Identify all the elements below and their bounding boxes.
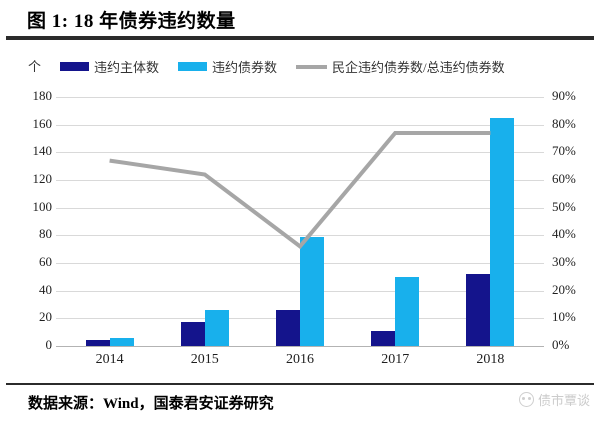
- bar-违约主体数-2017: [371, 330, 396, 346]
- legend: 违约主体数 违约债券数 民企违约债券数/总违约债券数: [60, 57, 505, 76]
- legend-label: 违约债券数: [212, 60, 278, 75]
- y-axis-tick-left: 0: [45, 337, 53, 352]
- y-axis-tick-right: 10%: [552, 309, 576, 325]
- bar-违约债券数-2016: [300, 236, 324, 346]
- bar-违约主体数-2018: [466, 274, 491, 346]
- y-axis-tick-right: 30%: [552, 254, 576, 269]
- x-axis-tick-2016: 2016: [286, 352, 314, 367]
- plot-area: [56, 97, 544, 347]
- bar-违约债券数-2017: [395, 276, 420, 346]
- line-民企违约债券数/总违约债券数: [109, 131, 491, 250]
- y-axis-tick-left: 100: [32, 198, 53, 214]
- gridline: [56, 97, 544, 98]
- title-underline: [6, 36, 594, 40]
- bar-违约债券数-2015: [204, 310, 229, 346]
- footer-rule: [6, 383, 594, 385]
- y-axis-tick-left: 80: [39, 226, 52, 242]
- y-axis-tick-right: 50%: [552, 198, 576, 214]
- legend-item: 违约主体数: [60, 57, 159, 76]
- y-axis-tick-right: 90%: [552, 88, 576, 103]
- y-axis-tick-right: 0%: [552, 337, 570, 352]
- bar-违约债券数-2014: [109, 337, 134, 346]
- legend-line-swatch: [296, 64, 328, 69]
- data-source-text: 数据来源：Wind，国泰君安证券研究: [28, 396, 274, 412]
- x-axis-tick-2017: 2017: [381, 352, 410, 367]
- y-axis-tick-right: 40%: [552, 226, 576, 242]
- y-axis-tick-left: 140: [32, 143, 53, 159]
- y-axis-tick-left: 60: [39, 254, 52, 269]
- y-axis-tick-left: 20: [39, 309, 52, 325]
- gridline: [56, 235, 544, 237]
- chart-title: 图 1: 18 年债券违约数量: [27, 11, 236, 32]
- y-axis-tick-left: 180: [32, 88, 53, 103]
- gridline: [56, 180, 544, 181]
- legend-bar-swatch: [60, 62, 89, 71]
- bar-违约债券数-2018: [490, 117, 515, 346]
- watermark-logo-icon: [518, 392, 534, 407]
- gridline: [56, 152, 544, 154]
- left-axis-unit-label: 个: [28, 59, 42, 74]
- gridline: [56, 124, 544, 126]
- watermark: 债市覃谈: [518, 390, 590, 409]
- legend-item: 民企违约债券数/总违约债券数: [296, 57, 505, 76]
- watermark-label: 债市覃谈: [537, 393, 590, 408]
- y-axis-tick-right: 60%: [552, 171, 576, 186]
- y-axis-tick-left: 160: [32, 115, 53, 131]
- x-axis-tick-2014: 2014: [95, 352, 124, 367]
- y-axis-tick-right: 70%: [552, 143, 576, 159]
- x-axis-tick-2015: 2015: [190, 352, 219, 367]
- y-axis-tick-left: 120: [32, 171, 53, 186]
- legend-label: 民企违约债券数/总违约债券数: [332, 60, 505, 75]
- y-axis-tick-right: 80%: [552, 115, 576, 131]
- x-axis-tick-2018: 2018: [476, 352, 505, 367]
- bar-违约主体数-2016: [276, 310, 300, 346]
- x-axis-line: [56, 346, 544, 347]
- y-axis-tick-left: 40: [39, 281, 52, 297]
- legend-label: 违约主体数: [94, 60, 160, 75]
- bar-违约主体数-2014: [85, 340, 110, 346]
- legend-bar-swatch: [178, 62, 208, 71]
- legend-item: 违约债券数: [178, 57, 277, 76]
- gridline: [56, 207, 544, 209]
- bar-违约主体数-2015: [180, 322, 205, 346]
- y-axis-tick-right: 20%: [552, 281, 576, 297]
